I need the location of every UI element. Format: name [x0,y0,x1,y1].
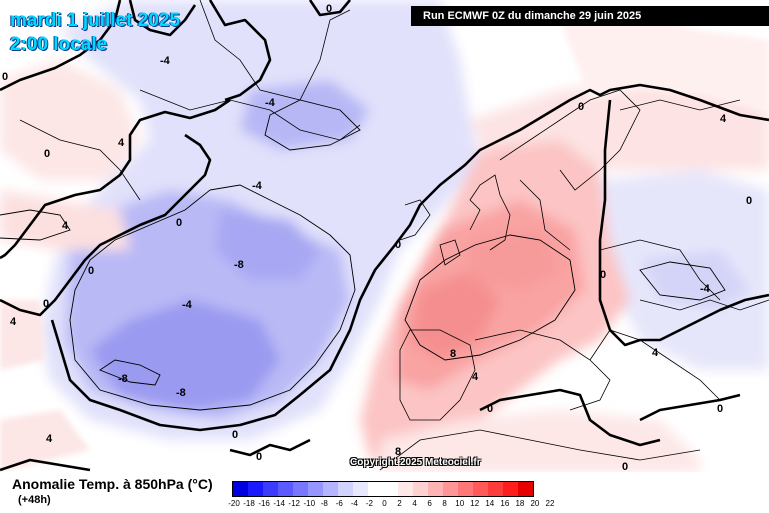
svg-text:4: 4 [10,316,17,328]
svg-text:-4: -4 [182,299,193,311]
colorbar-tick-label: 10 [455,499,465,508]
colorbar-swatch [503,482,518,496]
colorbar-swatch [413,482,428,496]
colorbar-tick-label: 16 [500,499,510,508]
colorbar-tick-label: 0 [382,499,387,508]
colorbar-swatch [293,482,308,496]
colorbar-tick-label: 6 [427,499,432,508]
colorbar-swatch [248,482,263,496]
svg-text:4: 4 [720,113,727,125]
colorbar-swatch [338,482,353,496]
svg-text:8: 8 [395,446,401,458]
colorbar-tick-label: 2 [397,499,402,508]
colorbar-tick-label: 12 [470,499,480,508]
svg-text:4: 4 [652,347,659,359]
colorbar-tick-label: -20 [228,499,240,508]
colorbar-tick-label: -18 [243,499,255,508]
colorbar-tick-label: 4 [412,499,417,508]
colorbar-tick-label: -8 [320,499,328,508]
svg-text:0: 0 [2,71,8,83]
colorbar-swatch [518,482,533,496]
footer: Anomalie Temp. à 850hPa (°C) (+48h) -20-… [0,472,769,513]
svg-text:4: 4 [62,220,69,232]
forecast-time: 2:00 locale [10,34,108,55]
svg-text:0: 0 [256,451,262,463]
colorbar-swatch [323,482,338,496]
colorbar-swatch [488,482,503,496]
svg-text:-4: -4 [252,180,263,192]
colorbar-swatch [278,482,293,496]
svg-text:0: 0 [622,461,628,472]
svg-text:-8: -8 [234,259,244,271]
svg-text:4: 4 [118,137,125,149]
svg-text:-4: -4 [160,55,171,67]
colorbar-tick-label: -2 [365,499,373,508]
svg-text:8: 8 [450,348,456,360]
svg-text:0: 0 [43,298,49,310]
colorbar-tick-label: 22 [545,499,555,508]
colorbar-swatch [353,482,368,496]
colorbar-tick-label: -12 [288,499,300,508]
colorbar-swatch [473,482,488,496]
colorbar-swatch [233,482,248,496]
colorbar-swatch [458,482,473,496]
svg-text:0: 0 [746,195,752,207]
four-contours [0,99,726,411]
colorbar-tick-label: 14 [485,499,495,508]
svg-text:0: 0 [578,101,584,113]
colorbar-tick-label: -6 [335,499,343,508]
forecast-date: mardi 1 juillet 2025 [10,10,181,31]
svg-text:0: 0 [326,3,332,15]
colorbar [232,481,534,497]
colorbar-tick-label: -14 [273,499,285,508]
colorbar-tick-label: -16 [258,499,270,508]
coastlines [19,0,769,471]
colorbar-swatch [398,482,413,496]
svg-text:4: 4 [472,371,479,383]
svg-text:0: 0 [395,239,401,251]
svg-text:-4: -4 [700,283,711,295]
colorbar-swatch [368,482,383,496]
colorbar-tick-label: 8 [442,499,447,508]
svg-text:-8: -8 [176,387,186,399]
svg-text:-8: -8 [118,373,128,385]
svg-text:-4: -4 [265,97,276,109]
svg-text:0: 0 [88,265,94,277]
zero-contours [0,0,769,472]
colorbar-swatch [308,482,323,496]
field-label: Anomalie Temp. à 850hPa (°C) [12,476,213,492]
colorbar-tick-label: -10 [303,499,316,508]
colorbar-ticks: -20 -18 -16 -14 -12 -10 -8 -6 -4 -2 0 2 4 6 8 10 12 14 16 1… [228,499,577,511]
colorbar-swatch [383,482,398,496]
svg-text:0: 0 [232,429,238,441]
lead-time-label: (+48h) [18,494,51,506]
svg-text:0: 0 [44,148,50,160]
colorbar-swatch [443,482,458,496]
svg-text:4: 4 [46,433,53,445]
anomaly-map: 0 0 -4 -4 4 0 -4 0 4 -8 0 0 -4 4 -8 -8 0… [0,0,769,472]
svg-text:0: 0 [176,217,182,229]
run-banner: Run ECMWF 0Z du dimanche 29 juin 2025 [411,6,769,26]
copyright: Copyright 2025 Meteociel.fr [350,457,481,468]
colorbar-tick-label: -4 [350,499,358,508]
svg-text:0: 0 [487,403,493,415]
svg-text:0: 0 [600,269,606,281]
colorbar-tick-label: 20 [530,499,540,508]
colorbar-swatch [263,482,278,496]
svg-text:0: 0 [717,403,723,415]
colorbar-swatch [428,482,443,496]
contour-labels: 0 0 -4 -4 4 0 -4 0 4 -8 0 0 -4 4 -8 -8 0… [2,3,752,472]
colorbar-tick-label: 18 [515,499,525,508]
